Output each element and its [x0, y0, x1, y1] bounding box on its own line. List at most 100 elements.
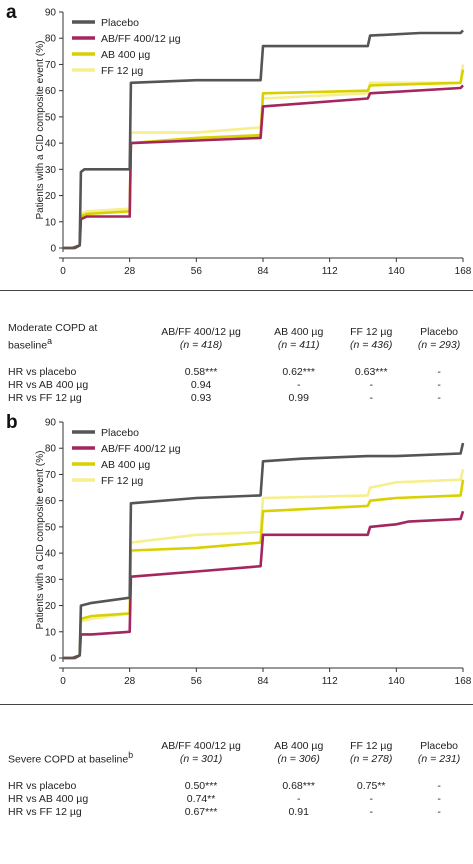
- table-top-rule-b: [0, 704, 473, 705]
- stats-table-b: Severe COPD at baselineb AB/FF 400/12 µg…: [0, 710, 473, 819]
- y-tick-label: 80: [45, 444, 57, 455]
- series-line-abff: [63, 510, 465, 660]
- table-cell: 0.74**: [186, 793, 216, 805]
- table-cell: 0.58***: [184, 366, 218, 378]
- col-header-ab: AB 400 µg (n = 306): [274, 740, 324, 765]
- legend-label-ab: AB 400 µg: [101, 49, 150, 61]
- table-cell: -: [369, 793, 373, 805]
- row-label: HR vs placebo: [8, 366, 77, 378]
- stats-table-a: Moderate COPD at baselinea AB/FF 400/12 …: [0, 296, 473, 405]
- row-label: HR vs placebo: [8, 780, 77, 792]
- table-cell: -: [369, 806, 373, 818]
- y-tick-label: 20: [45, 601, 57, 612]
- table-row: HR vs FF 12 µg 0.93 0.99 - -: [0, 392, 473, 405]
- x-tick-label: 28: [124, 676, 136, 687]
- table-row: HR vs placebo 0.50*** 0.68*** 0.75** -: [0, 774, 473, 793]
- y-axis-label: Patients with a CID composite event (%): [35, 451, 46, 630]
- series-line-abff: [63, 84, 464, 250]
- table-cell: 0.91: [288, 806, 309, 818]
- y-tick-label: 0: [50, 654, 56, 665]
- col-header-ff: FF 12 µg (n = 436): [350, 326, 393, 351]
- x-tick-label: 112: [322, 266, 338, 277]
- table-row: HR vs AB 400 µg 0.74** - - -: [0, 793, 473, 806]
- row-header: Moderate COPD at baseline: [8, 321, 98, 352]
- x-tick-label: 112: [322, 676, 338, 687]
- x-tick-label: 140: [388, 266, 405, 277]
- y-tick-label: 90: [45, 8, 57, 19]
- y-tick-label: 40: [45, 549, 57, 560]
- table-row: HR vs FF 12 µg 0.67*** 0.91 - -: [0, 806, 473, 819]
- legend-label-ff: FF 12 µg: [101, 65, 143, 77]
- col-header-ab: AB 400 µg (n = 411): [274, 326, 324, 351]
- y-tick-label: 60: [45, 86, 57, 97]
- x-tick-label: 0: [60, 676, 66, 687]
- row-header-cell: Moderate COPD at baselinea: [0, 296, 142, 360]
- row-label: HR vs FF 12 µg: [8, 806, 82, 818]
- y-tick-label: 70: [45, 470, 57, 481]
- table-cell: -: [369, 379, 373, 391]
- y-tick-label: 20: [45, 191, 57, 202]
- chart-panel-b: b01020304050607080900285684112140168Dura…: [6, 412, 472, 687]
- table-cell: -: [437, 392, 441, 404]
- col-header-ff: FF 12 µg (n = 278): [350, 740, 393, 765]
- table-cell: 0.93: [190, 392, 212, 404]
- y-tick-label: 30: [45, 575, 57, 586]
- table-cell: -: [296, 379, 301, 391]
- table-cell: 0.75**: [356, 780, 386, 792]
- y-tick-label: 10: [45, 627, 57, 638]
- y-tick-label: 80: [45, 34, 57, 45]
- row-header-cell: Severe COPD at baselineb: [0, 710, 142, 774]
- table-row: HR vs placebo 0.58*** 0.62*** 0.63*** -: [0, 360, 473, 379]
- x-tick-label: 56: [191, 266, 203, 277]
- x-tick-label: 168: [455, 266, 472, 277]
- y-tick-label: 0: [50, 244, 56, 255]
- row-label: HR vs AB 400 µg: [8, 793, 89, 805]
- row-header-footnote: b: [128, 749, 134, 760]
- y-tick-label: 40: [45, 139, 57, 150]
- table-top-rule-a: [0, 290, 473, 291]
- legend-label-ab: AB 400 µg: [101, 459, 150, 471]
- series-line-placebo: [63, 29, 464, 250]
- y-tick-label: 90: [45, 418, 57, 429]
- table-cell: 0.68***: [282, 780, 316, 792]
- y-tick-label: 70: [45, 60, 57, 71]
- table-cell: -: [296, 793, 301, 805]
- col-header-abff: AB/FF 400/12 µg (n = 301): [161, 740, 241, 765]
- table-cell: 0.94: [190, 379, 212, 391]
- table-cell: 0.62***: [282, 366, 316, 378]
- chart-panel-a: a01020304050607080900285684112140168Dura…: [6, 2, 472, 277]
- y-tick-label: 50: [45, 112, 57, 123]
- row-header-footnote: a: [47, 335, 52, 346]
- row-label: HR vs FF 12 µg: [8, 392, 82, 404]
- row-header: Severe COPD at baseline: [8, 753, 129, 765]
- table-cell: 0.50***: [184, 780, 218, 792]
- y-tick-label: 60: [45, 496, 57, 507]
- legend-label-ff: FF 12 µg: [101, 475, 143, 487]
- y-tick-label: 50: [45, 522, 57, 533]
- col-header-placebo: Placebo (n = 231): [417, 740, 461, 765]
- table-cell: 0.99: [288, 392, 309, 404]
- series-line-placebo: [63, 442, 465, 660]
- legend-label-abff: AB/FF 400/12 µg: [101, 33, 181, 45]
- table-cell: -: [437, 793, 441, 805]
- col-header-placebo: Placebo (n = 293): [417, 326, 461, 351]
- y-tick-label: 10: [45, 217, 57, 228]
- y-tick-label: 30: [45, 165, 57, 176]
- table-cell: -: [437, 366, 441, 378]
- table-cell: -: [369, 392, 373, 404]
- col-header-abff: AB/FF 400/12 µg (n = 418): [161, 326, 241, 351]
- x-tick-label: 84: [257, 676, 269, 687]
- table-cell: -: [437, 379, 441, 391]
- x-tick-label: 84: [257, 266, 269, 277]
- table-cell: 0.67***: [184, 806, 218, 818]
- panel-letter: b: [6, 412, 18, 433]
- x-tick-label: 140: [388, 676, 405, 687]
- x-tick-label: 56: [191, 676, 203, 687]
- panel-letter: a: [6, 2, 17, 23]
- table-row: HR vs AB 400 µg 0.94 - - -: [0, 379, 473, 392]
- legend-label-abff: AB/FF 400/12 µg: [101, 443, 181, 455]
- legend-label-placebo: Placebo: [101, 427, 139, 439]
- table-cell: -: [437, 780, 441, 792]
- table-cell: 0.63***: [354, 366, 388, 378]
- table-cell: -: [437, 806, 441, 818]
